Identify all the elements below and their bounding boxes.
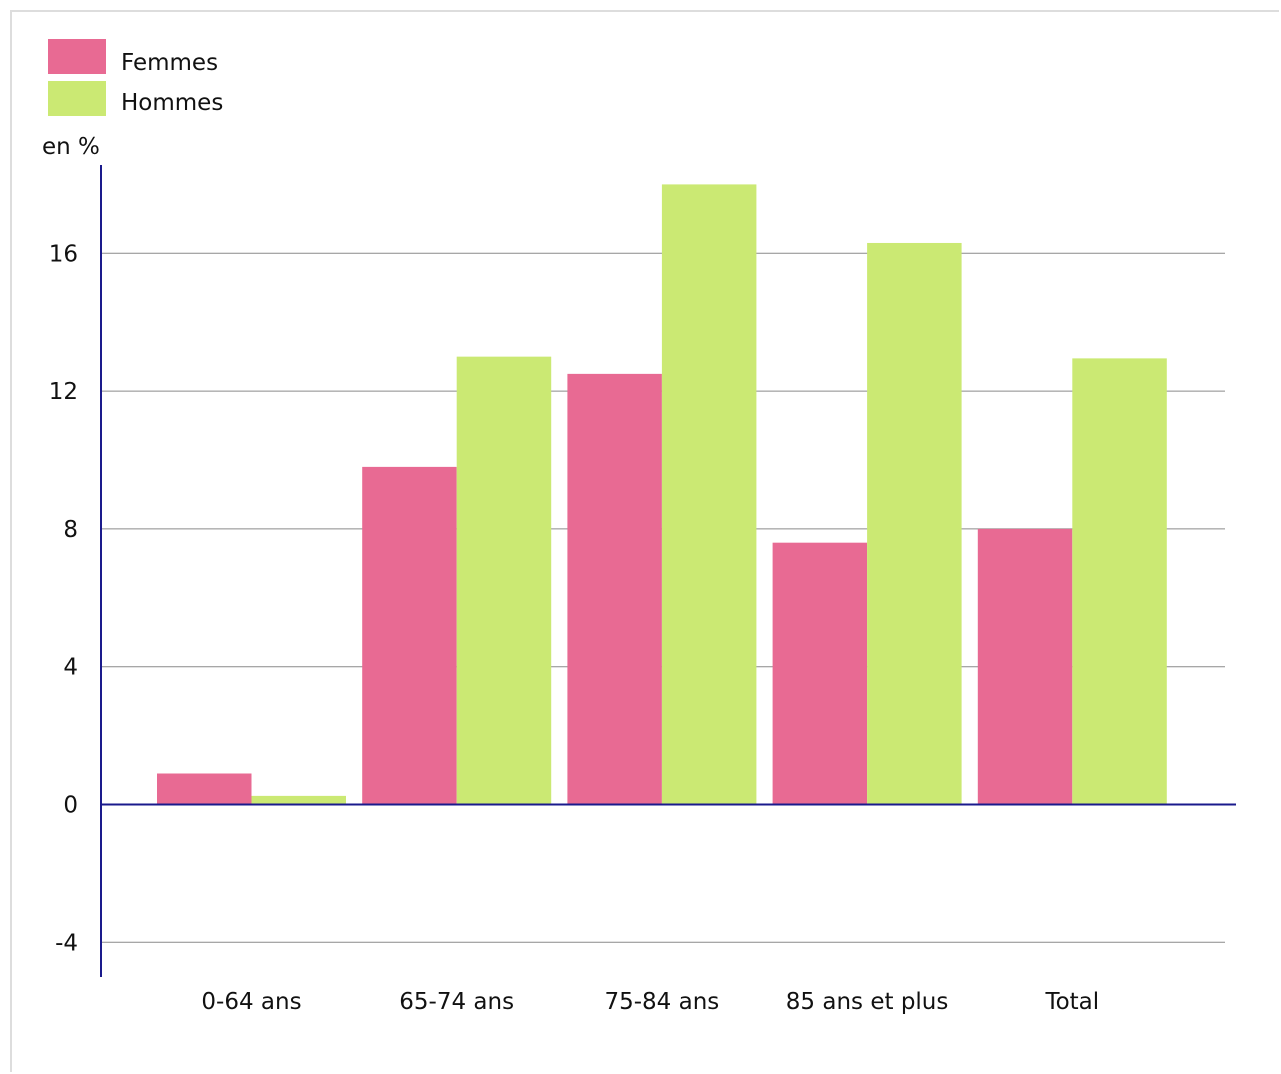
bar-femmes [977,528,1073,805]
bar-hommes [251,795,346,805]
bar-hommes [1072,358,1167,805]
y-tick-label: -4 [55,930,78,956]
bar-hommes [867,242,962,805]
x-tick-label: 65-74 ans [399,989,514,1015]
x-tick-label: 85 ans et plus [786,989,949,1015]
y-tick-label: 16 [49,241,78,267]
x-tick-label: 0-64 ans [201,989,301,1015]
y-tick-label: 0 [63,793,78,819]
bar-femmes [362,466,457,805]
legend-label-femmes: Femmes [121,50,218,76]
y-tick-label: 12 [49,379,78,405]
y-tick-labels: -4 0 4 8 12 16 [49,241,78,956]
legend-swatch-hommes [48,81,106,116]
legend-label-hommes: Hommes [121,90,223,116]
x-tick-label: 75-84 ans [604,989,719,1015]
y-axis-title: en % [42,134,100,160]
bar-femmes [772,542,868,805]
y-tick-label: 4 [63,655,78,681]
bar-hommes [661,184,757,805]
x-tick-labels: 0-64 ans 65-74 ans 75-84 ans 85 ans et plus… [201,989,1099,1015]
bar-hommes [456,356,552,805]
legend-swatch-femmes [48,39,106,74]
axes [100,165,1236,977]
legend: Femmes Hommes [48,39,223,116]
bar-femmes [567,373,662,805]
y-tick-label: 8 [63,517,78,543]
bars [157,184,1167,805]
x-tick-label: Total [1044,989,1099,1015]
bar-femmes [157,773,252,805]
